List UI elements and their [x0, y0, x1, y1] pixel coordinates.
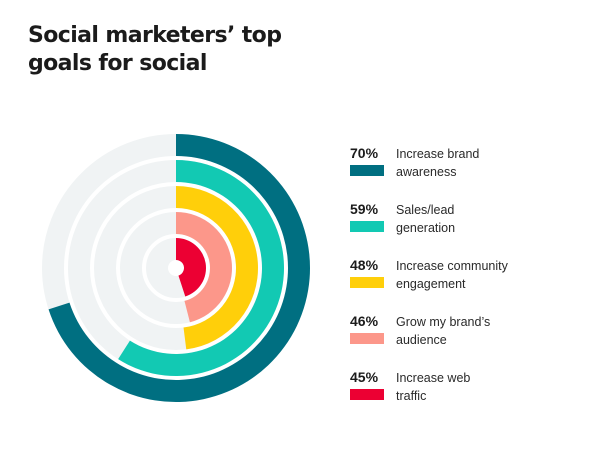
- legend-value: 59%: [350, 201, 379, 217]
- chart-title-line-1: Social marketers’ top: [28, 23, 282, 48]
- legend-value: 70%: [350, 145, 379, 161]
- legend-swatch: [350, 165, 384, 176]
- legend-label: Increase brand awareness: [396, 147, 480, 179]
- ring-bar-2: [118, 160, 284, 376]
- legend-value: 48%: [350, 257, 379, 273]
- legend-label: Grow my brand’s audience: [396, 315, 491, 347]
- legend-swatch: [350, 277, 384, 288]
- legend-label: Sales/lead generation: [396, 203, 456, 235]
- legend-swatch: [350, 221, 384, 232]
- ring-bar-5: [176, 238, 207, 297]
- legend-label: Increase community engagement: [396, 259, 508, 291]
- legend-swatch: [350, 333, 384, 344]
- legend-swatch: [350, 389, 384, 400]
- legend-value: 45%: [350, 369, 379, 385]
- legend-value: 46%: [350, 313, 379, 329]
- ring-bar-3: [176, 186, 258, 350]
- legend-label: Increase web traffic: [396, 371, 471, 403]
- ring-bar-4: [176, 212, 233, 323]
- chart-title-line-2: goals for social: [28, 51, 207, 76]
- chart-title: Social marketers’ top goals for social: [28, 22, 328, 78]
